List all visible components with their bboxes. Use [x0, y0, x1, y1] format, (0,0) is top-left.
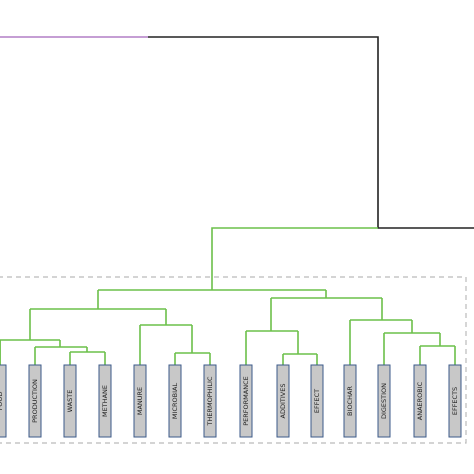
leaf-box [63, 364, 77, 438]
leaf-box [343, 364, 357, 438]
leaf: PRODUCTION [28, 364, 42, 438]
leaf-box [98, 364, 112, 438]
leaf: DIGESTION [377, 364, 391, 438]
leaf-label: EFFECT [313, 389, 321, 413]
branch [148, 36, 474, 229]
leaf-box [28, 364, 42, 438]
leaf-box [413, 364, 427, 438]
leaf-label: WASTE [66, 390, 74, 413]
leaf-box [276, 364, 290, 438]
leaf-box [168, 364, 182, 438]
leaf-label: EFFECTS [451, 387, 459, 415]
leaf-box [377, 364, 391, 438]
leaf-label: MANURE [136, 387, 144, 415]
leaf: MICROBIAL [168, 364, 182, 438]
leaf: ADDITIVES [276, 364, 290, 438]
leaf: WASTE [63, 364, 77, 438]
leaf-label: THERMOPHILIC [206, 376, 214, 426]
leaf-label: ADDITIVES [279, 384, 287, 419]
leaf-label: PRODUCTION [31, 379, 39, 423]
leaf-label: METHANE [101, 385, 109, 417]
leaf: BIOCHAR [343, 364, 357, 438]
green-branches [0, 227, 455, 365]
leaf: FOOD [0, 364, 7, 438]
leaf: MANURE [133, 364, 147, 438]
leaf: EFFECTS [448, 364, 462, 438]
leaf-box [239, 364, 253, 438]
leaf-label: DIGESTION [380, 383, 388, 419]
leaf-label: PERFORMANCE [242, 376, 250, 425]
leaf: ANAEROBIC [413, 364, 427, 438]
leaf: METHANE [98, 364, 112, 438]
leaf-box [448, 364, 462, 438]
leaf: THERMOPHILIC [203, 364, 217, 438]
leaf-stems [0, 320, 456, 365]
leaf: PERFORMANCE [239, 364, 253, 438]
leaf-box [133, 364, 147, 438]
leaf-label: ANAEROBIC [416, 381, 424, 420]
leaf-box [203, 364, 217, 438]
leaf-box [310, 364, 324, 438]
leaf-box [0, 364, 7, 438]
cluster-frame [0, 276, 467, 444]
leaf-label: FOOD [0, 392, 4, 411]
leaf-label: MICROBIAL [171, 383, 179, 420]
leaf-label: BIOCHAR [346, 386, 354, 416]
leaf: EFFECT [310, 364, 324, 438]
